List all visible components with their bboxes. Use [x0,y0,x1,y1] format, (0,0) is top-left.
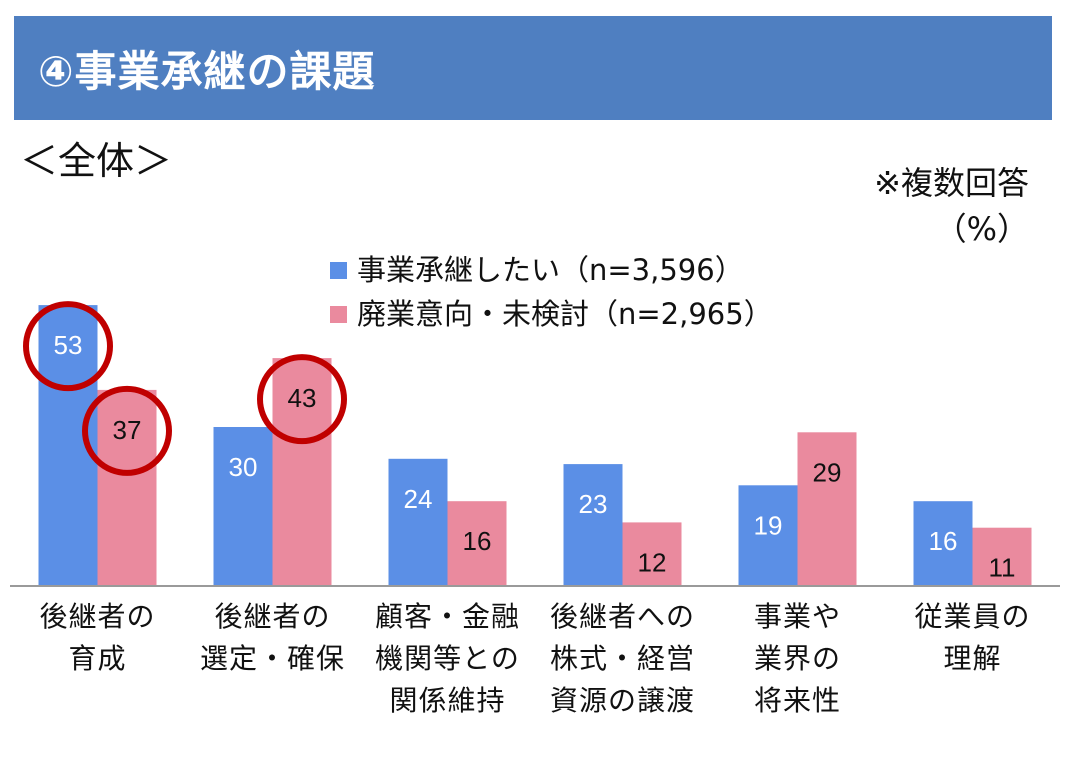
data-label-series-1-cat-4: 23 [579,489,608,519]
legend-label-series-2: 廃業意向・未検討（n=2,965） [357,297,773,331]
data-label-series-1-cat-1: 53 [54,330,83,360]
highlight-circle-1 [23,301,113,392]
data-label-series-1-cat-5: 19 [754,510,783,540]
highlight-circle-2 [82,385,172,476]
bar-series-1-cat-3 [388,458,448,586]
data-label-series-2-cat-2: 43 [288,383,317,413]
category-label-2: 後継者の 選定・確保 [199,600,345,675]
page-title: ④事業承継の課題 [38,47,376,96]
category-label-4: 後継者への 株式・経営 資源の譲渡 [549,600,695,717]
answer-note: ※複数回答 （%） [874,160,1029,252]
category-label-3: 顧客・金融 機関等との 関係維持 [374,600,520,717]
legend: 事業承継したい（n=3,596） 廃業意向・未検討（n=2,965） [330,248,773,336]
bar-series-2-cat-5 [797,432,857,586]
unit-note: （%） [934,210,1029,248]
legend-swatch-series-1 [330,261,347,279]
data-label-series-2-cat-4: 12 [638,547,667,577]
data-label-series-2-cat-1: 37 [113,415,142,445]
category-label-1: 後継者の 育成 [39,600,156,675]
title-banner: ④事業承継の課題 [14,16,1052,120]
bar-series-1-cat-5 [738,485,798,586]
highlight-circle-3 [257,354,347,445]
bar-series-2-cat-4 [622,522,682,586]
multiple-answer-note: ※複数回答 [874,164,1029,202]
bar-series-2-cat-6 [972,527,1032,586]
data-label-series-2-cat-6: 11 [989,553,1016,583]
legend-item-series-2: 廃業意向・未検討（n=2,965） [330,292,773,336]
legend-label-series-1: 事業承継したい（n=3,596） [357,253,744,287]
category-label-5: 事業や 業界の 将来性 [753,600,841,717]
scope-label: ＜全体＞ [20,139,173,183]
legend-swatch-series-2 [330,305,347,323]
bar-series-2-cat-1 [97,389,157,586]
data-label-series-1-cat-3: 24 [404,484,433,514]
bar-series-1-cat-6 [913,501,973,586]
bar-series-2-cat-3 [447,501,507,586]
bar-series-1-cat-2 [213,427,273,586]
bar-series-1-cat-4 [563,464,623,586]
legend-item-series-1: 事業承継したい（n=3,596） [330,248,773,292]
data-label-series-2-cat-3: 16 [463,526,492,556]
category-label-6: 従業員の 理解 [914,600,1031,675]
bar-series-2-cat-2 [272,358,332,586]
data-label-series-2-cat-5: 29 [813,457,842,487]
data-label-series-1-cat-6: 16 [929,526,958,556]
data-label-series-1-cat-2: 30 [229,452,258,482]
